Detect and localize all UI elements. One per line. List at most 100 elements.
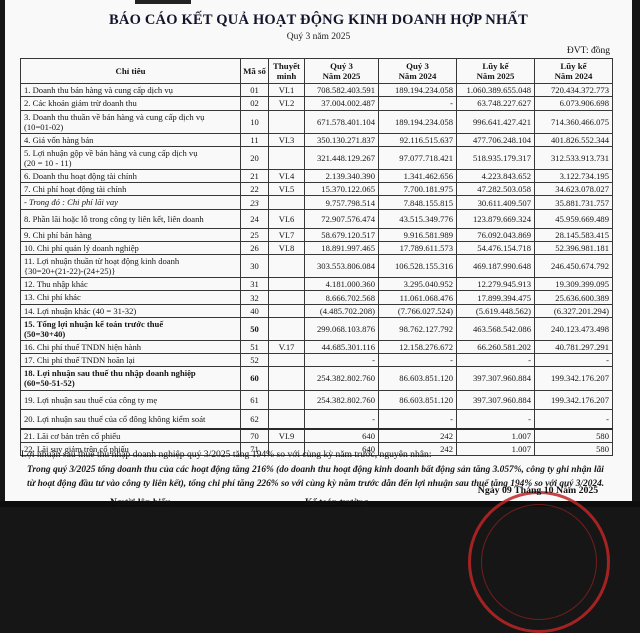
value-q3-2025: 8.666.702.568 bbox=[304, 290, 379, 305]
table-row: 13. Chi phí khác 32 8.666.702.568 11.061.06… bbox=[20, 290, 613, 305]
value-ytd-2025: 477.706.248.104 bbox=[456, 132, 535, 147]
table-row: 22. Lãi suy giảm trên cổ phiếu 71 640 242 1.… bbox=[20, 442, 613, 457]
row-note bbox=[268, 366, 305, 391]
value-ytd-2024: (6.327.201.294) bbox=[534, 303, 613, 318]
row-code: 50 bbox=[240, 316, 269, 342]
value-ytd-2024: 312.533.913.731 bbox=[534, 145, 613, 171]
row-label: 18. Lợi nhuận sau thuế thu nhập doanh ng… bbox=[20, 366, 241, 391]
value-q3-2025: 671.578.401.104 bbox=[304, 109, 379, 134]
document-page: BÁO CÁO KẾT QUẢ HOẠT ĐỘNG KINH DOANH HỢP… bbox=[5, 0, 632, 633]
value-q3-2025: 9.757.798.514 bbox=[304, 195, 379, 210]
value-ytd-2025: 17.899.394.475 bbox=[456, 290, 535, 305]
row-note: VI.4 bbox=[268, 169, 305, 184]
row-code: 22 bbox=[240, 182, 269, 197]
value-ytd-2025: 12.279.945.913 bbox=[456, 277, 535, 292]
row-note: V.17 bbox=[268, 340, 305, 355]
value-q3-2024: 86.603.851.120 bbox=[378, 389, 457, 410]
row-note: VI.1 bbox=[268, 83, 305, 98]
row-code: 70 bbox=[240, 427, 269, 444]
row-note bbox=[268, 303, 305, 318]
value-q3-2025: 254.382.802.760 bbox=[304, 366, 379, 391]
value-q3-2025: - bbox=[304, 408, 379, 430]
row-label: 20. Lợi nhuận sau thuế của cổ đông không… bbox=[20, 408, 241, 430]
value-ytd-2024: 580 bbox=[534, 427, 613, 444]
row-label: 12. Thu nhập khác bbox=[20, 277, 241, 292]
unit-label: ĐVT: đồng bbox=[566, 46, 610, 56]
note-reason: Lợi nhuận sau thuế thu nhập doanh nghiệp… bbox=[21, 449, 432, 460]
row-code: 62 bbox=[240, 408, 269, 430]
row-note bbox=[268, 145, 305, 171]
header-code: Mã số bbox=[240, 57, 269, 85]
table-row: 4. Giá vốn hàng bán 11 VI.3 350.130.271.837… bbox=[20, 132, 613, 147]
row-note bbox=[268, 109, 305, 134]
value-q3-2024: 1.341.462.656 bbox=[378, 169, 457, 184]
scan-edge-bottom bbox=[0, 501, 640, 507]
value-q3-2025: 303.553.806.084 bbox=[304, 254, 379, 279]
table-row: 1. Doanh thu bán hàng và cung cấp dịch v… bbox=[20, 83, 613, 98]
header-q3-2024: Quý 3 Năm 2024 bbox=[378, 57, 457, 85]
note-paragraph: Trong quý 3/2025 tổng doanh thu của các … bbox=[27, 465, 605, 490]
table-row: 3. Doanh thu thuần về bán hàng và cung c… bbox=[20, 109, 613, 134]
row-code: 61 bbox=[240, 389, 269, 410]
value-ytd-2024: 714.360.466.075 bbox=[534, 109, 613, 134]
row-label: 4. Giá vốn hàng bán bbox=[20, 132, 241, 147]
row-code: 21 bbox=[240, 169, 269, 184]
value-ytd-2025: (5.619.448.562) bbox=[456, 303, 535, 318]
header-ytd-2024: Lũy kế Năm 2024 bbox=[534, 57, 613, 85]
value-q3-2024: 9.916.581.989 bbox=[378, 227, 457, 242]
row-label: 8. Phần lãi hoặc lỗ trong công ty liên k… bbox=[20, 208, 241, 229]
row-code: 11 bbox=[240, 132, 269, 147]
value-ytd-2024: 580 bbox=[534, 442, 613, 457]
table-row: - Trong đó : Chi phí lãi vay 23 9.757.798.… bbox=[20, 195, 613, 210]
table-row: 18. Lợi nhuận sau thuế thu nhập doanh ng… bbox=[20, 366, 613, 391]
value-ytd-2025: 397.307.960.884 bbox=[456, 389, 535, 410]
value-ytd-2024: 52.396.981.181 bbox=[534, 240, 613, 256]
value-ytd-2025: 47.282.503.058 bbox=[456, 182, 535, 197]
row-label: 11. Lợi nhuận thuần từ hoạt động kinh do… bbox=[20, 254, 241, 279]
signature-label-chief-accountant: Kế toán trưởng bbox=[305, 497, 369, 508]
value-q3-2025: 350.130.271.837 bbox=[304, 132, 379, 147]
value-q3-2024: - bbox=[378, 353, 457, 368]
table-row: 12. Thu nhập khác 31 4.181.000.360 3.295.04… bbox=[20, 277, 613, 292]
row-label: - Trong đó : Chi phí lãi vay bbox=[20, 195, 241, 210]
row-note bbox=[268, 389, 305, 410]
value-q3-2024: 189.194.234.058 bbox=[378, 83, 457, 98]
value-ytd-2024: 401.826.552.344 bbox=[534, 132, 613, 147]
table-row: 9. Chi phí bán hàng 25 VI.7 58.679.120.517 9… bbox=[20, 227, 613, 242]
row-label: 13. Chi phí khác bbox=[20, 290, 241, 305]
table-row: 15. Tổng lợi nhuận kế toán trước thuế (5… bbox=[20, 316, 613, 342]
value-q3-2024: - bbox=[378, 408, 457, 430]
value-q3-2025: 254.382.802.760 bbox=[304, 389, 379, 410]
value-q3-2025: - bbox=[304, 353, 379, 368]
value-q3-2024: 189.194.234.058 bbox=[378, 109, 457, 134]
value-ytd-2024: 25.636.600.389 bbox=[534, 290, 613, 305]
row-note bbox=[268, 195, 305, 210]
value-q3-2024: 242 bbox=[378, 442, 457, 457]
value-q3-2024: 98.762.127.792 bbox=[378, 316, 457, 342]
value-ytd-2024: 40.781.297.291 bbox=[534, 340, 613, 355]
value-q3-2025: 640 bbox=[304, 427, 379, 444]
row-note bbox=[268, 277, 305, 292]
row-code: 60 bbox=[240, 366, 269, 391]
row-note bbox=[268, 290, 305, 305]
value-q3-2024: 7.700.181.975 bbox=[378, 182, 457, 197]
value-ytd-2025: 123.879.669.324 bbox=[456, 208, 535, 229]
income-statement-table: Chỉ tiêu Mã số Thuyết minh Quý 3 Năm 202… bbox=[20, 57, 613, 457]
row-label: 17. Chi phí thuế TNDN hoãn lại bbox=[20, 353, 241, 368]
row-note: VI.5 bbox=[268, 182, 305, 197]
row-note bbox=[268, 408, 305, 430]
value-q3-2024: 17.789.611.573 bbox=[378, 240, 457, 256]
value-q3-2024: 12.158.276.672 bbox=[378, 340, 457, 355]
value-ytd-2024: 199.342.176.207 bbox=[534, 389, 613, 410]
value-q3-2025: 2.139.340.390 bbox=[304, 169, 379, 184]
value-ytd-2024: - bbox=[534, 408, 613, 430]
value-q3-2025: (4.485.702.208) bbox=[304, 303, 379, 318]
table-row: 21. Lãi cơ bản trên cổ phiếu 70 VI.9 640 242… bbox=[20, 427, 613, 444]
value-ytd-2024: 34.623.078.027 bbox=[534, 182, 613, 197]
table-row: 6. Doanh thu hoạt động tài chính 21 VI.4 2.… bbox=[20, 169, 613, 184]
row-label: 9. Chi phí bán hàng bbox=[20, 227, 241, 242]
table-row: 11. Lợi nhuận thuần từ hoạt động kinh do… bbox=[20, 254, 613, 279]
value-ytd-2025: 66.260.581.202 bbox=[456, 340, 535, 355]
company-stamp-inner-ring bbox=[481, 504, 597, 620]
row-label: 16. Chi phí thuế TNDN hiện hành bbox=[20, 340, 241, 355]
